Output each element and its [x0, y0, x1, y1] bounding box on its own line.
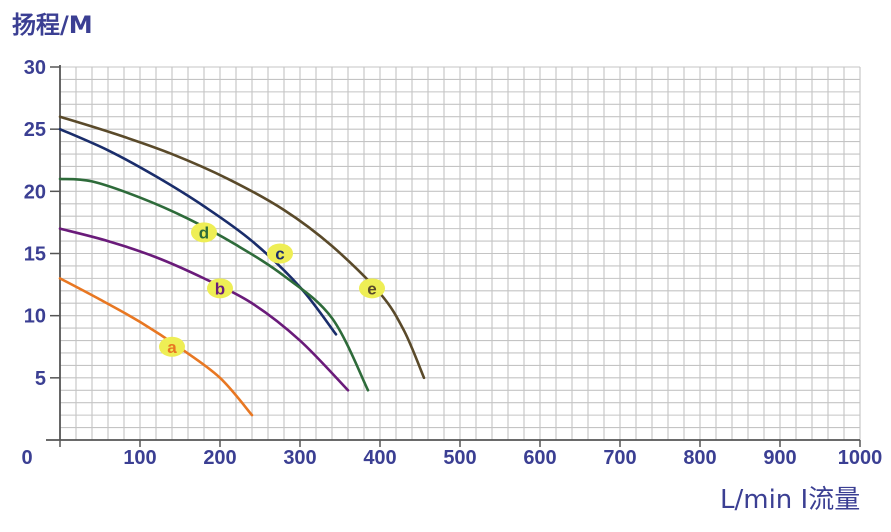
x-tick-label: 1000: [838, 447, 883, 469]
series-line-b: [58, 227, 350, 392]
series-lines: [58, 115, 426, 417]
x-tick-label: 800: [683, 447, 716, 469]
series-label-a: a: [167, 338, 177, 357]
y-tick-label: 25: [24, 119, 46, 141]
series-line-d: [58, 177, 370, 392]
series-label-e: e: [367, 279, 376, 298]
x-axis-label: L/min I流量: [720, 485, 860, 515]
series-label-badge-a: [159, 336, 185, 357]
x-tick-label: 300: [283, 447, 316, 469]
y-tick-labels: 5 10 15 20 25 30: [24, 57, 46, 390]
series-label-badge-b: [207, 278, 233, 299]
x-tick-label: 0: [21, 447, 32, 469]
x-tick-label: 600: [523, 447, 556, 469]
series-labels: a b c d e: [159, 222, 385, 357]
x-tick-labels: 0 100 200 300 400 500 600 700 800 900 1000: [21, 447, 882, 469]
x-tick-label: 400: [363, 447, 396, 469]
y-tick-label: 10: [24, 306, 46, 328]
x-tick-label: 200: [203, 447, 236, 469]
axes: [46, 65, 861, 447]
grid: [59, 66, 861, 441]
x-tick-label: 500: [443, 447, 476, 469]
series-label-badge-c: [267, 243, 293, 264]
y-tick-label: 20: [24, 181, 46, 203]
series-label-d: d: [199, 223, 209, 242]
series-label-b: b: [215, 279, 225, 298]
y-tick-label: 15: [24, 244, 46, 266]
series-line-a: [58, 277, 254, 417]
y-axis-label: 扬程/M: [12, 11, 93, 39]
x-tick-label: 100: [123, 447, 156, 469]
x-tick-label: 900: [763, 447, 796, 469]
x-tick-label: 700: [603, 447, 636, 469]
series-line-e: [58, 115, 426, 380]
y-tick-label: 5: [35, 368, 46, 390]
series-label-badge-e: [359, 278, 385, 299]
y-tick-label: 30: [24, 57, 46, 79]
series-label-badge-d: [191, 222, 217, 243]
series-label-c: c: [275, 245, 284, 264]
